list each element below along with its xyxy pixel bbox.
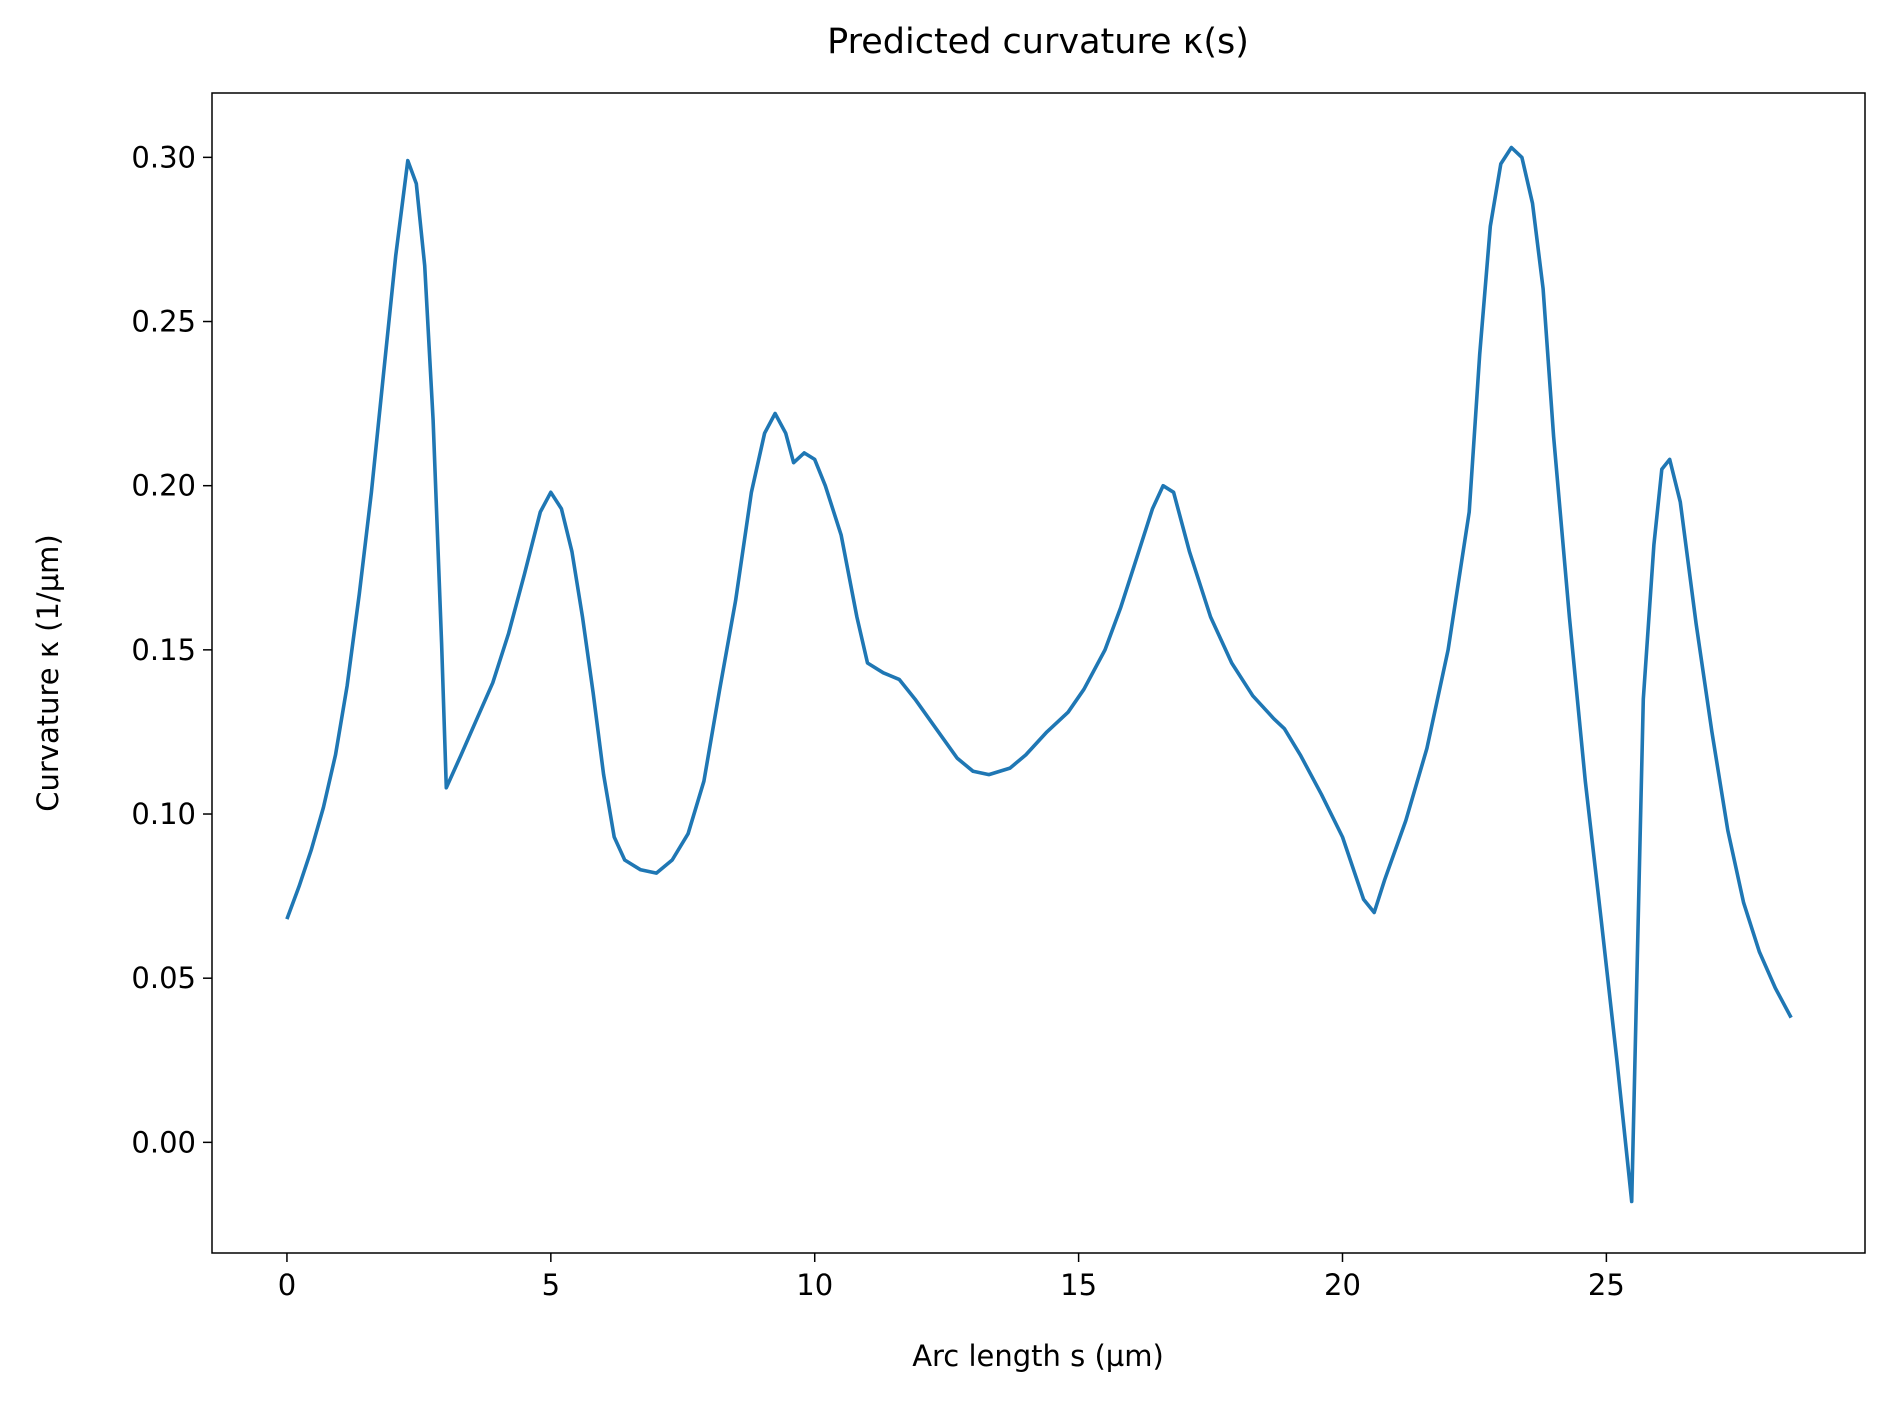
- x-tick-label: 0: [278, 1268, 296, 1302]
- y-tick-label: 0.10: [131, 797, 196, 831]
- chart-title: Predicted curvature κ(s): [827, 22, 1249, 62]
- x-tick-label: 15: [1060, 1268, 1097, 1302]
- x-tick-label: 25: [1588, 1268, 1625, 1302]
- y-tick-label: 0.15: [131, 633, 196, 667]
- x-tick-label: 5: [542, 1268, 560, 1302]
- plot-frame: [211, 92, 1866, 1254]
- x-tick-label: 20: [1324, 1268, 1361, 1302]
- y-axis-label: Curvature κ (1/µm): [31, 534, 65, 811]
- y-tick-label: 0.30: [131, 140, 196, 174]
- y-tick-label: 0.20: [131, 469, 196, 503]
- y-tick-label: 0.25: [131, 305, 196, 339]
- data-line: [285, 145, 1793, 1204]
- x-tick-label: 10: [796, 1268, 833, 1302]
- y-tick-label: 0.05: [131, 961, 196, 995]
- y-tick-label: 0.00: [131, 1125, 196, 1159]
- x-axis-label: Arc length s (µm): [912, 1339, 1164, 1373]
